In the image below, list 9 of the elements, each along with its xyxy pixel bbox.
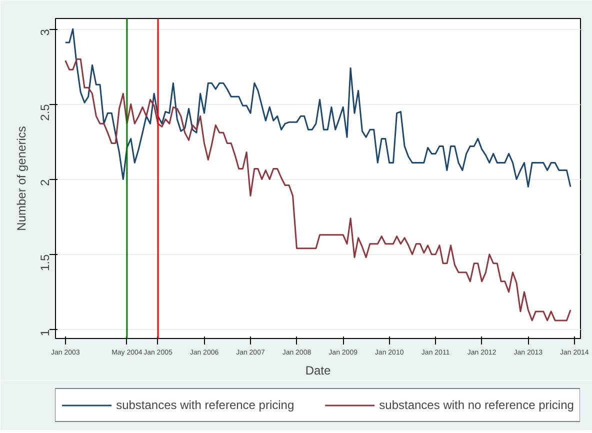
legend-label: substances with no reference pricing	[379, 398, 574, 412]
legend-label: substances with reference pricing	[116, 398, 294, 412]
y-tick-label: 3	[38, 28, 52, 36]
x-axis-title: Date	[305, 364, 331, 378]
y-tick-label: 1.5	[38, 254, 52, 272]
y-tick-label: 1	[38, 329, 52, 336]
y-tick-label: 2.5	[38, 104, 52, 121]
y-tick-label: 2	[38, 178, 52, 186]
y-axis-title: Number of generics	[14, 126, 28, 231]
